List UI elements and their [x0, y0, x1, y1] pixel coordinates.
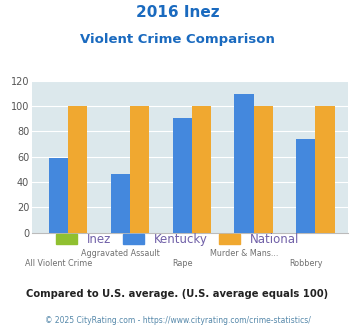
Text: 2016 Inez: 2016 Inez: [136, 5, 219, 20]
Text: © 2025 CityRating.com - https://www.cityrating.com/crime-statistics/: © 2025 CityRating.com - https://www.city…: [45, 316, 310, 325]
Text: Compared to U.S. average. (U.S. average equals 100): Compared to U.S. average. (U.S. average …: [26, 289, 329, 299]
Bar: [173, 117, 192, 233]
Text: Robbery: Robbery: [289, 259, 323, 268]
Bar: [235, 93, 253, 233]
Text: All Violent Crime: All Violent Crime: [25, 259, 92, 268]
Bar: [253, 106, 273, 233]
Bar: [111, 175, 130, 233]
Bar: [192, 106, 211, 233]
Bar: [68, 106, 87, 233]
Text: Rape: Rape: [172, 259, 192, 268]
Bar: [130, 106, 149, 233]
Legend: Inez, Kentucky, National: Inez, Kentucky, National: [54, 230, 301, 248]
Bar: [316, 106, 335, 233]
Text: Murder & Mans...: Murder & Mans...: [210, 249, 278, 258]
Text: Aggravated Assault: Aggravated Assault: [81, 249, 160, 258]
Bar: [49, 158, 68, 233]
Bar: [296, 139, 316, 233]
Text: Violent Crime Comparison: Violent Crime Comparison: [80, 33, 275, 46]
